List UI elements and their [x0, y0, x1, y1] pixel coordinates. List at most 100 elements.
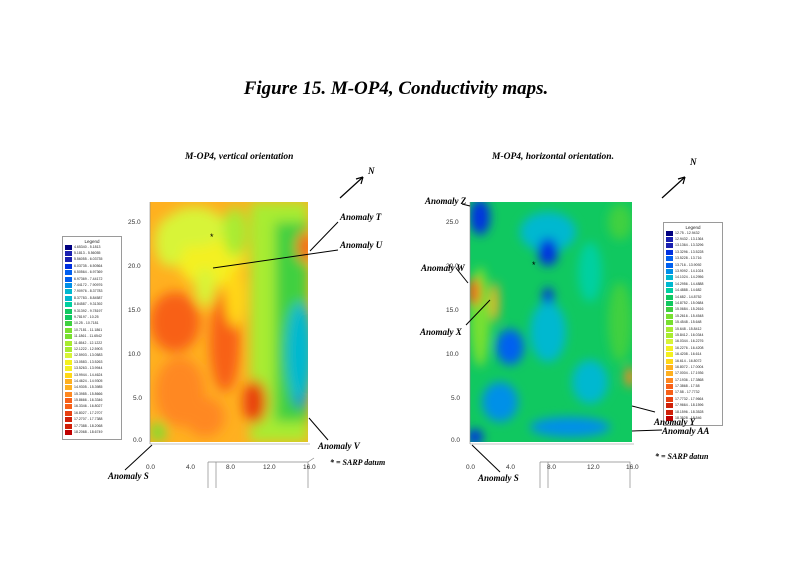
- right-legend-entry: 12.75 - 12.9432: [664, 230, 722, 236]
- left-legend-entry: 7.90976 - 8.37783: [63, 289, 121, 295]
- right-legend-range: 15.0684 - 15.2616: [675, 307, 704, 312]
- left-legend-swatch: [65, 385, 72, 391]
- left-legend-range: 16.3346 - 16.8027: [74, 404, 103, 409]
- right-legend-entry: 15.8412 - 16.0344: [664, 332, 722, 338]
- left-legend-swatch: [65, 289, 72, 295]
- left-legend-swatch: [65, 404, 72, 410]
- left-legend-range: 6.50564 - 6.97369: [74, 270, 103, 275]
- left-legend-swatch: [65, 263, 72, 269]
- right-legend-entry: 15.2616 - 15.4548: [664, 313, 722, 319]
- right-legend-entry: 14.4888 - 14.682: [664, 288, 722, 294]
- right-legend-entry: 17.3868 - 17.58: [664, 383, 722, 390]
- left-legend-entry: 9.31392 - 9.78197: [63, 308, 121, 314]
- left-map-title: M-OP4, vertical orientation: [185, 152, 294, 162]
- left-legend-range: 14.4624 - 14.9305: [74, 378, 103, 383]
- right-legend-range: 15.8412 - 16.0344: [675, 332, 704, 337]
- right-legend-range: 14.1024 - 14.2956: [675, 275, 704, 280]
- right-legend-range: 15.648 - 15.8412: [675, 326, 702, 331]
- right-legend-entry: 15.0684 - 15.2616: [664, 307, 722, 313]
- left-north-label: N: [368, 166, 375, 176]
- right-legend-swatch: [666, 345, 673, 351]
- right-legend-swatch: [666, 300, 673, 306]
- left-legend-range: 4.65340 - 5.1813: [74, 244, 101, 249]
- svg-text:*: *: [532, 260, 536, 270]
- right-legend-range: 13.3296 - 13.5228: [675, 249, 704, 254]
- left-x-tick-16: 16.0: [303, 464, 316, 471]
- right-legend-range: 17.3868 - 17.58: [675, 384, 700, 389]
- right-legend-range: 16.614 - 16.8072: [675, 358, 702, 363]
- right-legend-range: 13.716 - 13.9092: [675, 262, 702, 267]
- right-legend-entry: 14.682 - 14.8752: [664, 294, 722, 300]
- right-legend-entry: 17.58 - 17.7732: [664, 390, 722, 396]
- left-legend-swatch: [65, 276, 72, 282]
- left-legend-swatch: [65, 391, 72, 397]
- left-legend-range: 13.9944 - 14.4624: [74, 372, 103, 377]
- left-legend-entry: 6.97369 - 7.44172: [63, 276, 121, 282]
- left-legend-entry: 13.9944 - 14.4624: [63, 372, 121, 378]
- left-legend-entry: 16.3346 - 16.8027: [63, 404, 121, 410]
- left-legend-swatch: [65, 353, 72, 359]
- left-legend-swatch: [65, 430, 72, 436]
- right-x-tick-8: 8.0: [547, 464, 557, 471]
- right-y-tick-10: 10.0: [446, 351, 459, 358]
- right-legend-swatch: [666, 269, 673, 275]
- left-legend-entry: 15.3985 - 15.8666: [63, 391, 121, 397]
- left-legend-entry: 8.37783 - 8.84587: [63, 295, 121, 301]
- right-legend-swatch: [666, 307, 673, 313]
- left-legend-entry: 13.5263 - 13.9944: [63, 365, 121, 372]
- left-legend-swatch: [65, 398, 72, 404]
- right-legend-swatch: [666, 396, 673, 402]
- anomaly-y-label: Anomaly Y: [654, 417, 696, 427]
- right-legend-entry: 16.614 - 16.8072: [664, 358, 722, 364]
- left-legend-entry: 11.6542 - 12.1222: [63, 340, 121, 346]
- right-legend-range: 16.8072 - 17.0004: [675, 364, 704, 369]
- right-legend-entry: 16.0344 - 16.2276: [664, 339, 722, 345]
- left-legend-range: 7.90976 - 8.37783: [74, 289, 103, 294]
- right-legend-entry: 15.648 - 15.8412: [664, 326, 722, 332]
- left-legend-swatch: [65, 340, 72, 346]
- left-legend-range: 7.44172 - 7.90976: [74, 283, 103, 288]
- left-legend-swatch: [65, 410, 72, 416]
- left-legend-swatch: [65, 308, 72, 314]
- right-legend-entry: 18.1596 - 18.3528: [664, 409, 722, 415]
- anomaly-v-label: Anomaly V: [318, 441, 360, 451]
- left-legend-range: 5.56055 - 6.03735: [74, 257, 103, 262]
- left-legend-entry: 14.4624 - 14.9305: [63, 378, 121, 384]
- right-legend-range: 17.1936 - 17.3868: [675, 377, 704, 382]
- right-legend-swatch: [666, 313, 673, 319]
- right-legend-range: 17.58 - 17.7732: [675, 390, 700, 395]
- left-legend-range: 17.7388 - 18.2068: [74, 423, 103, 428]
- right-legend-range: 13.9092 - 14.1024: [675, 269, 704, 274]
- left-legend-range: 11.6542 - 12.1222: [74, 340, 103, 345]
- right-legend-swatch: [666, 262, 673, 268]
- left-legend-swatch: [65, 334, 72, 340]
- figure-title: Figure 15. M-OP4, Conductivity maps.: [243, 78, 549, 99]
- left-legend-swatch: [65, 314, 72, 320]
- left-legend-entry: 5.1813 - 5.56055: [63, 250, 121, 257]
- right-legend-title: Legend: [685, 225, 701, 230]
- right-x-tick-16: 16.0: [626, 464, 639, 471]
- left-legend-title: Legend: [84, 239, 100, 244]
- left-legend-entry: 6.50564 - 6.97369: [63, 270, 121, 276]
- right-legend-entry: 13.9092 - 14.1024: [664, 268, 722, 275]
- left-legend-range: 12.5903 - 13.0583: [74, 353, 103, 358]
- left-legend-swatch: [65, 251, 72, 257]
- right-legend-swatch: [666, 281, 673, 287]
- left-legend-range: 6.97369 - 7.44172: [74, 276, 103, 281]
- right-legend-range: 17.9664 - 18.1596: [675, 403, 704, 408]
- right-legend-swatch: [666, 403, 673, 409]
- left-legend-entry: 4.65340 - 5.1813: [63, 244, 121, 250]
- left-legend-range: 18.2068 - 18.6749: [74, 430, 103, 435]
- left-legend-entry: 6.03735 - 6.50564: [63, 263, 121, 269]
- left-legend-entry: 17.2707 - 17.7388: [63, 417, 121, 423]
- right-legend-swatch: [666, 294, 673, 300]
- right-legend-swatch: [666, 230, 673, 236]
- right-legend-entry: 13.716 - 13.9092: [664, 262, 722, 268]
- left-y-tick-25: 25.0: [128, 219, 141, 226]
- right-legend-range: 14.8752 - 15.0684: [675, 300, 704, 305]
- right-legend-range: 12.9432 - 13.1364: [675, 237, 704, 242]
- right-map-title: M-OP4, horizontal orientation.: [492, 152, 614, 162]
- right-legend-swatch: [666, 364, 673, 370]
- right-y-tick-25: 25.0: [446, 219, 459, 226]
- right-legend-range: 18.1596 - 18.3528: [675, 409, 704, 414]
